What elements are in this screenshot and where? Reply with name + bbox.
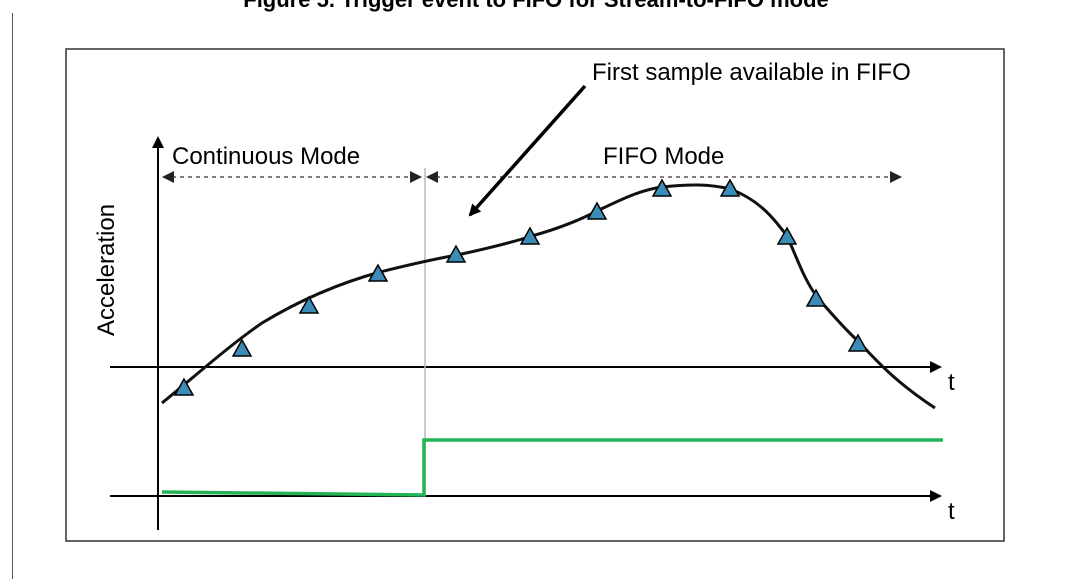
figure-frame: [65, 48, 1005, 542]
sample-marker: [719, 178, 741, 197]
trigger-signal-line: [161, 438, 943, 497]
first-sample-pointer-arrow: [468, 84, 587, 217]
y-axis-label: Acceleration: [93, 204, 120, 336]
fifo-mode-label: FIFO Mode: [603, 143, 724, 170]
page-frame: [12, 13, 1072, 579]
sample-marker: [776, 226, 798, 245]
sample-marker: [298, 295, 320, 314]
sample-marker: [173, 377, 195, 396]
sample-marker: [231, 338, 253, 357]
sample-marker: [445, 244, 467, 263]
time-axis-top-label: t: [948, 369, 955, 396]
first-sample-label: First sample available in FIFO: [592, 59, 911, 86]
sample-marker: [651, 178, 673, 197]
sample-marker: [367, 263, 389, 282]
sample-marker: [847, 333, 869, 352]
figure-caption: Figure 5. Trigger event to FIFO for Stre…: [0, 0, 1072, 13]
continuous-mode-label: Continuous Mode: [172, 143, 360, 170]
time-axis-bottom-label: t: [948, 498, 955, 525]
sample-marker: [519, 226, 541, 245]
sample-markers: [173, 178, 869, 396]
sample-marker: [586, 201, 608, 220]
sample-marker: [805, 288, 827, 307]
